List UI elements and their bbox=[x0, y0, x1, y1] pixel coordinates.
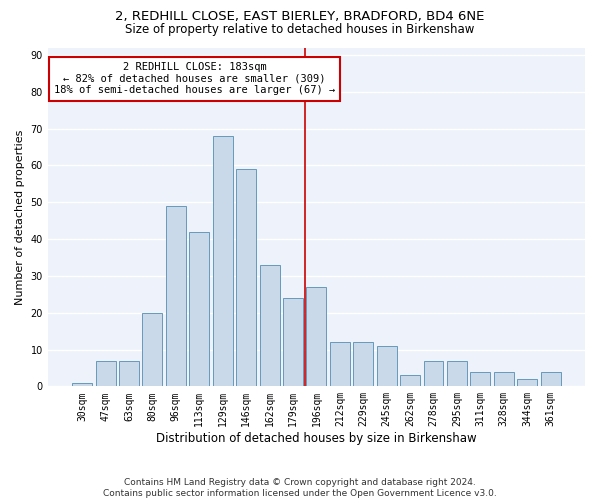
Text: Contains HM Land Registry data © Crown copyright and database right 2024.
Contai: Contains HM Land Registry data © Crown c… bbox=[103, 478, 497, 498]
Bar bbox=[353, 342, 373, 386]
Bar bbox=[236, 169, 256, 386]
Bar bbox=[213, 136, 233, 386]
Bar bbox=[494, 372, 514, 386]
Bar bbox=[95, 360, 116, 386]
Bar bbox=[307, 287, 326, 386]
Bar bbox=[470, 372, 490, 386]
Y-axis label: Number of detached properties: Number of detached properties bbox=[15, 129, 25, 304]
Bar bbox=[260, 265, 280, 386]
Bar bbox=[142, 312, 163, 386]
Text: Size of property relative to detached houses in Birkenshaw: Size of property relative to detached ho… bbox=[125, 22, 475, 36]
Bar bbox=[517, 379, 537, 386]
Bar bbox=[400, 376, 420, 386]
Bar bbox=[119, 360, 139, 386]
Bar bbox=[283, 298, 303, 386]
Bar bbox=[424, 360, 443, 386]
Bar bbox=[330, 342, 350, 386]
Bar bbox=[541, 372, 560, 386]
Bar bbox=[72, 382, 92, 386]
X-axis label: Distribution of detached houses by size in Birkenshaw: Distribution of detached houses by size … bbox=[156, 432, 477, 445]
Text: 2 REDHILL CLOSE: 183sqm
← 82% of detached houses are smaller (309)
18% of semi-d: 2 REDHILL CLOSE: 183sqm ← 82% of detache… bbox=[54, 62, 335, 96]
Bar bbox=[166, 206, 186, 386]
Bar bbox=[190, 232, 209, 386]
Bar bbox=[447, 360, 467, 386]
Bar bbox=[377, 346, 397, 387]
Text: 2, REDHILL CLOSE, EAST BIERLEY, BRADFORD, BD4 6NE: 2, REDHILL CLOSE, EAST BIERLEY, BRADFORD… bbox=[115, 10, 485, 23]
